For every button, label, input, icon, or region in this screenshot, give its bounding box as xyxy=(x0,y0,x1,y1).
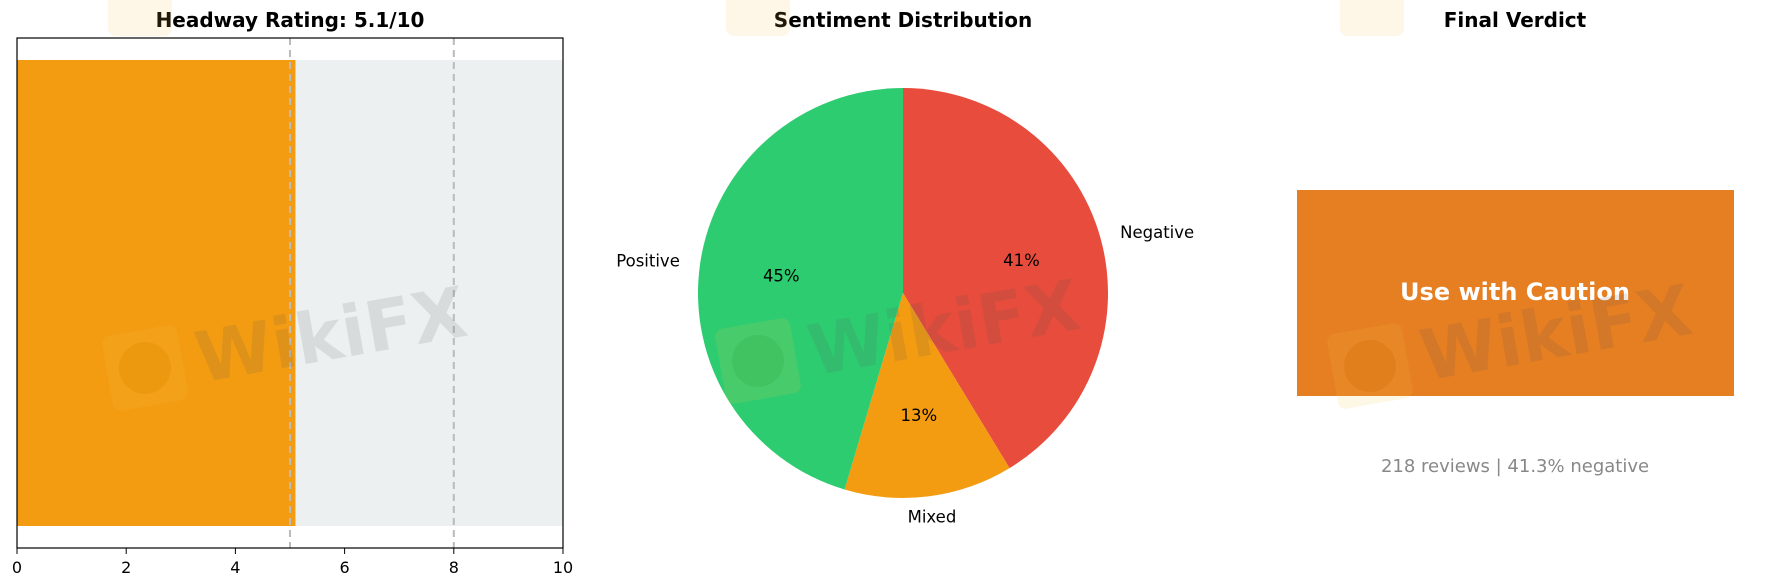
x-tick-label: 10 xyxy=(553,558,573,577)
review-summary: 218 reviews | 41.3% negative xyxy=(1381,456,1649,477)
rating-value-bar xyxy=(17,60,296,526)
eagle-icon xyxy=(119,342,171,394)
watermark-logo-icon xyxy=(1327,323,1413,409)
x-tick-label: 2 xyxy=(121,558,131,577)
watermark-logo-icon xyxy=(108,0,172,36)
x-tick-label: 8 xyxy=(449,558,459,577)
watermark-top xyxy=(726,0,790,36)
verdict-panel-title: Final Verdict xyxy=(1444,8,1587,32)
pie-slice-mixed xyxy=(844,293,1010,499)
verdict-panel: Final Verdict Use with Caution 218 revie… xyxy=(1297,8,1734,477)
reference-lines xyxy=(289,38,455,548)
sentiment-panel: Sentiment Distribution 41% Negative 13% Mix… xyxy=(616,8,1194,527)
pie-pct-label: 45% xyxy=(763,266,800,285)
pie-slice-negative xyxy=(903,88,1109,469)
rating-panel: Headway Rating: 5.1/10 0 2 4 6 8 10 xyxy=(12,8,573,577)
verdict-label: Use with Caution xyxy=(1400,278,1630,306)
pie-label-mixed: Mixed xyxy=(908,508,957,527)
pie-label-positive: Positive xyxy=(616,252,680,271)
pie-pct-label: 41% xyxy=(1003,251,1040,270)
pie-pct-label: 13% xyxy=(900,406,937,425)
eagle-icon xyxy=(1344,340,1396,392)
rating-axes-frame xyxy=(16,37,564,549)
watermark-logo-icon xyxy=(102,325,188,411)
rating-chart-title: Headway Rating: 5.1/10 xyxy=(156,8,425,32)
x-tick-label: 6 xyxy=(340,558,350,577)
watermark-logo-icon xyxy=(715,318,801,404)
eagle-icon xyxy=(732,335,784,387)
x-tick-label: 4 xyxy=(230,558,240,577)
pie-label-negative: Negative xyxy=(1120,223,1194,242)
watermark-logo-icon xyxy=(726,0,790,36)
watermark-top xyxy=(108,0,172,36)
watermark-top xyxy=(1340,0,1404,36)
pie-chart: 41% Negative 13% Mixed 45% Positive xyxy=(616,88,1194,527)
sentiment-chart-title: Sentiment Distribution xyxy=(774,8,1032,32)
x-tick-label: 0 xyxy=(12,558,22,577)
x-axis-ticks: 0 2 4 6 8 10 xyxy=(12,548,573,577)
watermark-logo-icon xyxy=(1340,0,1404,36)
verdict-box xyxy=(1297,190,1734,396)
pie-slice-positive xyxy=(697,88,903,490)
